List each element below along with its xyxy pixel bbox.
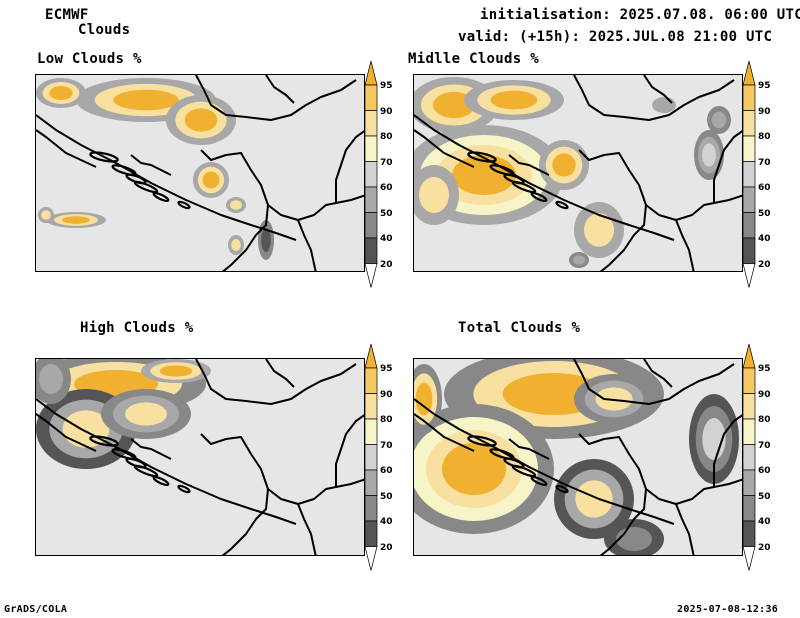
colorbar-segment bbox=[742, 418, 756, 445]
total-clouds-map bbox=[413, 358, 743, 556]
colorbar-high: 95 90 80 70 60 50 40 20 bbox=[364, 343, 393, 579]
colorbar-level-label: 60 bbox=[380, 183, 393, 193]
colorbar-level-label: 70 bbox=[758, 440, 771, 451]
colorbar-segment bbox=[364, 367, 378, 394]
colorbar-level-label: 20 bbox=[380, 542, 393, 553]
colorbar-segment bbox=[742, 237, 756, 264]
colorbar-segment bbox=[742, 520, 756, 547]
valid-time: valid: (+15h): 2025.JUL.08 21:00 UTC bbox=[458, 29, 773, 45]
colorbar-level-label: 40 bbox=[758, 234, 771, 244]
colorbar-level-label: 40 bbox=[758, 517, 771, 527]
colorbar-under-triangle bbox=[364, 546, 378, 571]
colorbar-level-label: 20 bbox=[380, 259, 393, 270]
colorbar-over-triangle bbox=[742, 343, 756, 369]
model-name: ECMWF bbox=[45, 7, 89, 23]
colorbar-level-label: 95 bbox=[380, 81, 393, 91]
colorbar-level-label: 95 bbox=[758, 81, 771, 91]
panel-title-high: High Clouds % bbox=[80, 320, 194, 336]
colorbar-segment bbox=[742, 161, 756, 188]
colorbar-segment bbox=[742, 110, 756, 137]
colorbar-svg bbox=[742, 343, 756, 571]
map-artwork bbox=[36, 359, 364, 555]
colorbar-svg bbox=[364, 343, 378, 571]
colorbar-svg bbox=[742, 60, 756, 288]
middle-clouds-map bbox=[413, 74, 743, 272]
colorbar-level-label: 70 bbox=[380, 157, 393, 168]
map-artwork bbox=[414, 75, 742, 271]
colorbar-level-label: 60 bbox=[758, 183, 771, 193]
colorbar-over-triangle bbox=[742, 60, 756, 86]
panel-title-middle: Midlle Clouds % bbox=[408, 51, 539, 67]
footer-software: GrADS/COLA bbox=[4, 604, 68, 615]
map-artwork bbox=[414, 359, 742, 555]
colorbar-segment bbox=[364, 469, 378, 496]
colorbar-under-triangle bbox=[364, 263, 378, 288]
colorbar-segment bbox=[364, 393, 378, 420]
colorbar-level-label: 80 bbox=[380, 132, 393, 142]
colorbar-segment bbox=[364, 186, 378, 213]
colorbar-svg bbox=[364, 60, 378, 288]
colorbar-segment bbox=[364, 110, 378, 137]
colorbar-segment bbox=[364, 418, 378, 445]
colorbar-level-label: 50 bbox=[380, 491, 393, 502]
colorbar-level-label: 80 bbox=[380, 415, 393, 425]
colorbar-segment bbox=[364, 237, 378, 264]
colorbar-under-triangle bbox=[742, 263, 756, 288]
low-clouds-map bbox=[35, 74, 365, 272]
colorbar-level-label: 40 bbox=[380, 517, 393, 527]
colorbar-level-label: 95 bbox=[380, 364, 393, 374]
colorbar-segment bbox=[364, 444, 378, 471]
colorbar-level-label: 80 bbox=[758, 415, 771, 425]
colorbar-level-label: 50 bbox=[758, 491, 771, 502]
initialisation-time: initialisation: 2025.07.08. 06:00 UTC bbox=[480, 7, 800, 23]
colorbar-segment bbox=[742, 444, 756, 471]
colorbar-level-label: 70 bbox=[380, 440, 393, 451]
colorbar-level-label: 50 bbox=[380, 208, 393, 219]
colorbar-over-triangle bbox=[364, 343, 378, 369]
colorbar-segment bbox=[742, 367, 756, 394]
colorbar-segment bbox=[364, 135, 378, 162]
colorbar-level-label: 60 bbox=[380, 466, 393, 476]
colorbar-level-label: 90 bbox=[758, 389, 771, 400]
colorbar-level-label: 90 bbox=[380, 389, 393, 400]
colorbar-low: 95 90 80 70 60 50 40 20 bbox=[364, 60, 393, 296]
product-name: Clouds bbox=[78, 22, 131, 38]
colorbar-segment bbox=[742, 186, 756, 213]
colorbar-segment bbox=[742, 212, 756, 239]
colorbar-segment bbox=[742, 495, 756, 522]
colorbar-segment bbox=[742, 135, 756, 162]
colorbar-segment bbox=[364, 161, 378, 188]
colorbar-level-label: 50 bbox=[758, 208, 771, 219]
footer-timestamp: 2025-07-08-12:36 bbox=[677, 604, 779, 615]
panel-title-low: Low Clouds % bbox=[37, 51, 142, 67]
high-clouds-map bbox=[35, 358, 365, 556]
panel-title-total: Total Clouds % bbox=[458, 320, 581, 336]
colorbar-level-label: 90 bbox=[380, 106, 393, 117]
map-artwork bbox=[36, 75, 364, 271]
colorbar-level-label: 60 bbox=[758, 466, 771, 476]
colorbar-level-label: 90 bbox=[758, 106, 771, 117]
colorbar-segment bbox=[364, 520, 378, 547]
colorbar-segment bbox=[364, 212, 378, 239]
colorbar-segment bbox=[742, 84, 756, 111]
colorbar-level-label: 40 bbox=[380, 234, 393, 244]
colorbar-total: 95 90 80 70 60 50 40 20 bbox=[742, 343, 771, 579]
colorbar-middle: 95 90 80 70 60 50 40 20 bbox=[742, 60, 771, 296]
colorbar-level-label: 20 bbox=[758, 542, 771, 553]
colorbar-level-label: 80 bbox=[758, 132, 771, 142]
colorbar-level-label: 70 bbox=[758, 157, 771, 168]
colorbar-segment bbox=[364, 84, 378, 111]
colorbar-segment bbox=[742, 393, 756, 420]
colorbar-level-label: 20 bbox=[758, 259, 771, 270]
colorbar-under-triangle bbox=[742, 546, 756, 571]
colorbar-over-triangle bbox=[364, 60, 378, 86]
colorbar-segment bbox=[742, 469, 756, 496]
colorbar-level-label: 95 bbox=[758, 364, 771, 374]
colorbar-segment bbox=[364, 495, 378, 522]
